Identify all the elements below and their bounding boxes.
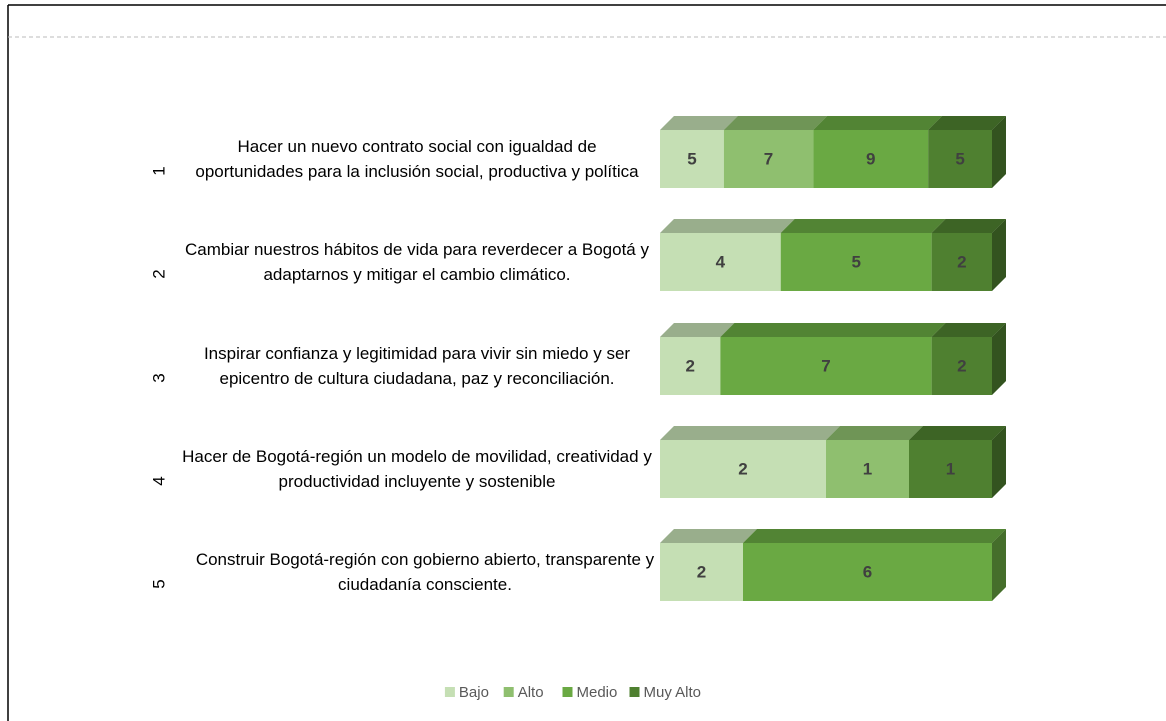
bar-top: [813, 116, 943, 130]
category-label: Construir Bogotá-región con gobierno abi…: [195, 550, 655, 594]
data-label: 1: [863, 459, 872, 478]
bar-segment: [660, 440, 826, 498]
category-number: 3: [149, 373, 168, 382]
data-label: 7: [821, 356, 830, 375]
data-label: 1: [946, 459, 955, 478]
data-label: 2: [957, 356, 966, 375]
legend-swatch: [629, 687, 640, 697]
bar-top-shade: [720, 323, 946, 337]
bar-top: [660, 116, 738, 130]
bar-segment: [660, 337, 721, 395]
bar-side: [992, 529, 1006, 601]
bar-segment: [660, 543, 743, 601]
bar-side-shade: [992, 323, 1006, 395]
bar-top-shade: [660, 219, 795, 233]
bar-top-shade: [928, 116, 1006, 130]
legend-label: Medio: [577, 684, 618, 701]
bar-side: [992, 323, 1006, 395]
category-number: 2: [149, 269, 168, 278]
bar-segment: [928, 130, 992, 188]
data-label: 6: [863, 562, 872, 581]
bar-top: [720, 323, 946, 337]
bar-segment: [723, 130, 814, 188]
bar-segment: [720, 337, 932, 395]
bar-top-shade: [660, 323, 735, 337]
bar-top: [660, 323, 735, 337]
bar-segment: [931, 233, 992, 291]
bar-top-shade: [780, 219, 946, 233]
bar-side: [992, 116, 1006, 188]
bar-top-shade: [743, 529, 1006, 543]
bar-top: [743, 529, 1006, 543]
bar-segment: [909, 440, 992, 498]
data-label: 5: [851, 252, 860, 271]
bar-top: [909, 426, 1006, 440]
category-number: 1: [149, 166, 168, 175]
category-label: Hacer un nuevo contrato social con igual…: [195, 137, 639, 181]
legend-label: Alto: [518, 684, 544, 701]
data-label: 9: [866, 149, 875, 168]
bar-top-shade: [931, 219, 1006, 233]
bar-side: [992, 426, 1006, 498]
bar-top-shade: [826, 426, 923, 440]
bar-top: [826, 426, 923, 440]
data-label: 5: [955, 149, 964, 168]
bar-top: [931, 219, 1006, 233]
legend-label: Muy Alto: [644, 684, 702, 701]
bar-top: [780, 219, 946, 233]
bar-segment: [826, 440, 909, 498]
category-label: Hacer de Bogotá-región un modelo de movi…: [182, 447, 652, 491]
legend-swatch: [444, 687, 455, 697]
bar-top-shade: [660, 426, 840, 440]
bar-side-shade: [992, 426, 1006, 498]
bar-top: [660, 426, 840, 440]
bar-top-shade: [909, 426, 1006, 440]
bar-top: [931, 323, 1006, 337]
legend-swatch: [503, 687, 514, 697]
bar-segment: [660, 130, 724, 188]
bar-segment: [743, 543, 992, 601]
bar-top: [660, 219, 795, 233]
bar-side-shade: [992, 116, 1006, 188]
bar-segment: [780, 233, 932, 291]
bar-top: [928, 116, 1006, 130]
category-label: Inspirar confianza y legitimidad para vi…: [203, 344, 631, 388]
bar-top: [660, 529, 757, 543]
bar-side-shade: [992, 219, 1006, 291]
bar-top-shade: [813, 116, 943, 130]
data-label: 2: [957, 252, 966, 271]
bar-segment: [931, 337, 992, 395]
bar-side: [992, 219, 1006, 291]
bar-top-shade: [660, 529, 757, 543]
bar-segment: [813, 130, 929, 188]
data-label: 2: [697, 562, 706, 581]
data-label: 5: [687, 149, 696, 168]
bar-top-shade: [660, 116, 738, 130]
legend-label: Bajo: [459, 684, 489, 701]
data-label: 2: [738, 459, 747, 478]
bar-top-shade: [723, 116, 828, 130]
category-number: 5: [149, 579, 168, 588]
data-label: 4: [716, 252, 726, 271]
data-label: 2: [685, 356, 694, 375]
bar-segment: [660, 233, 781, 291]
bar-top-shade: [931, 323, 1006, 337]
data-label: 7: [764, 149, 773, 168]
category-number: 4: [149, 476, 168, 485]
bar-top: [723, 116, 828, 130]
bar-side-shade: [992, 529, 1006, 601]
category-label: Cambiar nuestros hábitos de vida para re…: [185, 240, 649, 284]
legend-swatch: [562, 687, 573, 697]
